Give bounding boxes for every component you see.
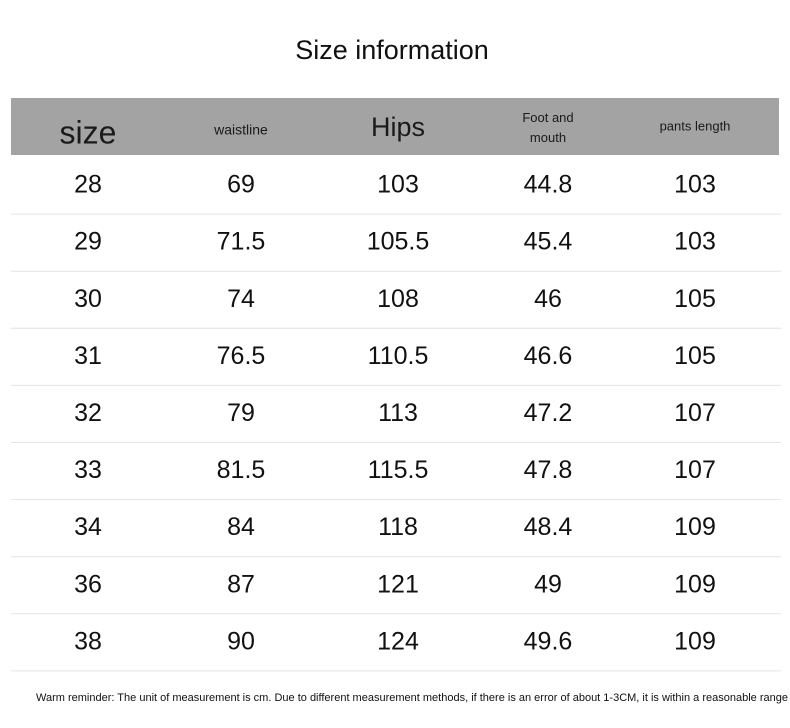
cell: 90 [227, 627, 255, 655]
cell: 105.5 [367, 228, 430, 256]
cell: 108 [377, 285, 419, 313]
title: Size information [295, 35, 489, 65]
cell: 49 [534, 570, 562, 598]
cell: 81.5 [217, 456, 266, 484]
header-cell: size [60, 114, 117, 150]
cell: 76.5 [217, 342, 266, 370]
cell: 103 [674, 171, 716, 199]
cell: 31 [74, 342, 102, 370]
cell: 33 [74, 456, 102, 484]
cell: 79 [227, 399, 255, 427]
cell: 115.5 [368, 456, 429, 484]
cell: 113 [378, 399, 418, 427]
cell: 107 [674, 456, 716, 484]
cell: 46 [534, 285, 562, 313]
cell: 71.5 [217, 228, 266, 256]
cell: 44.8 [524, 171, 573, 199]
cell: 110.5 [368, 342, 429, 370]
cell: 47.8 [524, 456, 573, 484]
header-cell: Hips [371, 112, 425, 142]
cell: 124 [377, 627, 419, 655]
header-cell: pants length [660, 118, 731, 133]
cell: 46.6 [524, 342, 573, 370]
cell: 87 [227, 570, 255, 598]
cell: 109 [674, 570, 716, 598]
cell: 69 [227, 171, 255, 199]
cell: 29 [74, 228, 102, 256]
cell: 109 [674, 513, 716, 541]
cell: 49.6 [524, 627, 573, 655]
cell: 34 [74, 513, 102, 541]
cell: 74 [227, 285, 255, 313]
header-cell: waistline [213, 122, 268, 138]
cell: 32 [74, 399, 102, 427]
cell: 105 [674, 342, 716, 370]
table: size waistline Hips Foot and mouth pants leng… [11, 110, 781, 672]
cell: 105 [674, 285, 716, 313]
cell: 109 [674, 627, 716, 655]
header-cell: Foot and mouth [522, 110, 573, 145]
cell: 84 [227, 513, 255, 541]
cell: 103 [674, 228, 716, 256]
cell: 36 [74, 570, 102, 598]
header-bar [11, 98, 779, 155]
cell: 30 [74, 285, 102, 313]
cell: 118 [378, 513, 418, 541]
note: Warm reminder: The unit of measurement i… [36, 692, 788, 704]
cell: 107 [674, 399, 716, 427]
cell: 121 [377, 570, 419, 598]
cell: 47.2 [524, 399, 573, 427]
cell: 48.4 [524, 513, 573, 541]
cell: 28 [74, 171, 102, 199]
cell: 38 [74, 627, 102, 655]
cell: 103 [377, 171, 419, 199]
cell: 45.4 [524, 228, 573, 256]
